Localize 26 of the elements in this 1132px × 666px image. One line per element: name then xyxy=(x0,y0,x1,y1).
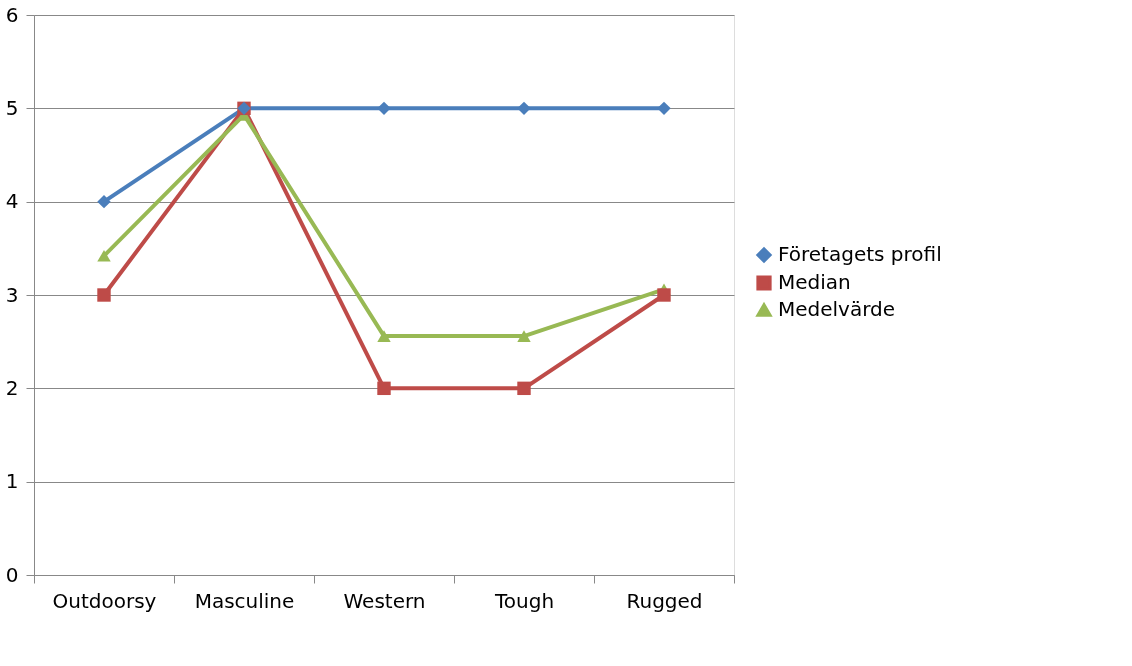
y-tick-label: 1 xyxy=(5,469,19,494)
point xyxy=(377,330,391,342)
point xyxy=(97,194,111,209)
point xyxy=(517,330,531,342)
y-tick-label: 3 xyxy=(5,282,19,307)
y-tick-label: 4 xyxy=(5,189,19,214)
legend-label: Median xyxy=(778,270,851,294)
y-tick-label: 2 xyxy=(5,375,19,400)
point xyxy=(517,101,531,116)
legend-label: Medelvärde xyxy=(778,297,896,321)
point xyxy=(97,288,111,302)
point xyxy=(377,101,391,116)
x-tick-label: Masculine xyxy=(194,588,295,613)
point xyxy=(97,249,111,262)
y-tick-label: 0 xyxy=(5,562,19,587)
legend-label: Företagets profil xyxy=(778,242,942,266)
x-tick-label: Rugged xyxy=(626,588,703,613)
point xyxy=(377,381,391,396)
y-tick-label: 6 xyxy=(5,2,19,27)
x-tick-label: Tough xyxy=(493,588,555,613)
x-tick-label: Outdoorsy xyxy=(52,588,157,613)
point xyxy=(517,381,531,396)
point xyxy=(657,101,671,116)
point xyxy=(657,288,671,302)
x-tick-label: Western xyxy=(343,588,426,613)
y-tick-label: 5 xyxy=(5,95,19,120)
